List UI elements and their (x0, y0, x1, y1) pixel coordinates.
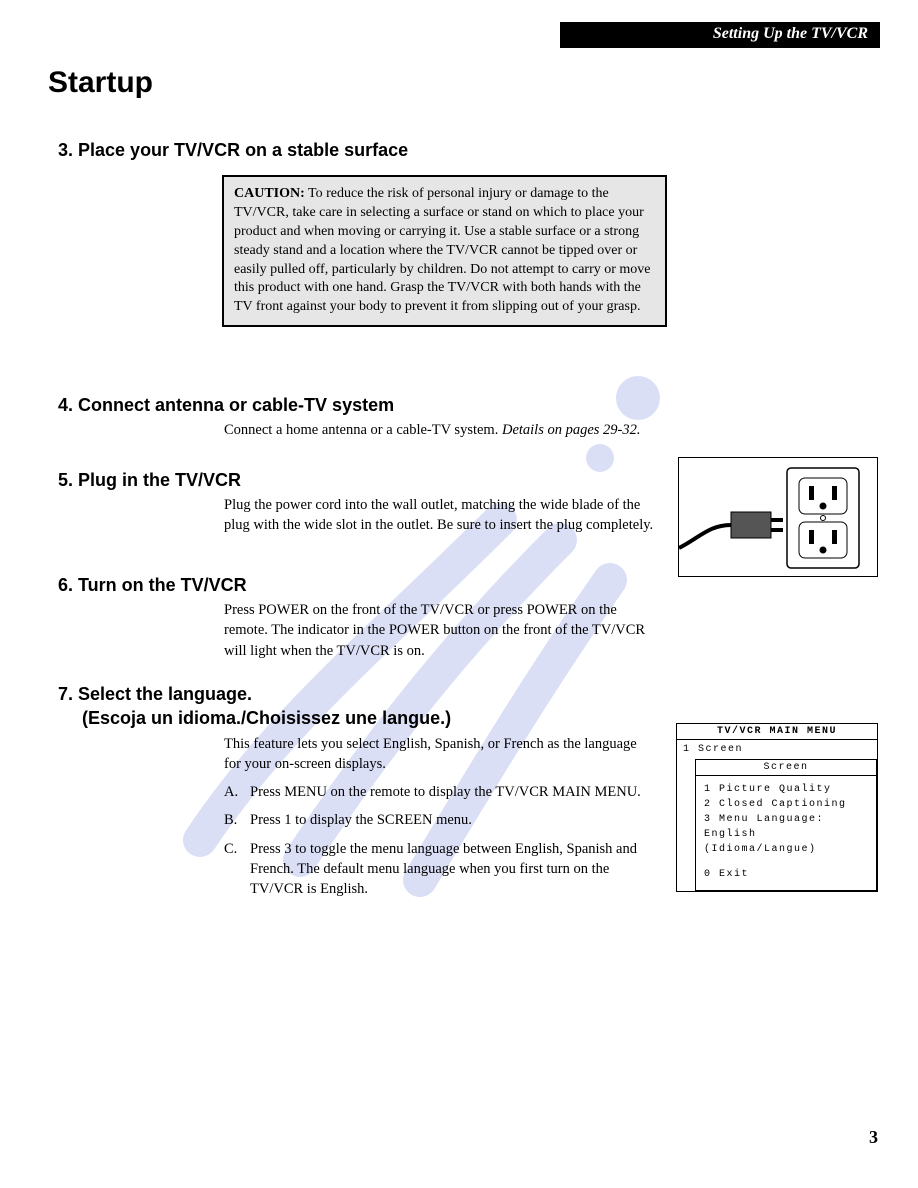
step4-text: Connect a home antenna or a cable-TV sys… (224, 422, 502, 438)
step5-heading: 5. Plug in the TV/VCR (58, 470, 241, 491)
caution-text: To reduce the risk of personal injury or… (234, 186, 651, 314)
header-section-label: Setting Up the TV/VCR (713, 25, 868, 42)
substep-c-label: C. (224, 839, 250, 900)
substep-a-label: A. (224, 782, 250, 802)
substep-a-text: Press MENU on the remote to display the … (250, 782, 641, 802)
step5-text: Plug the power cord into the wall outlet… (224, 495, 654, 536)
osd-line4: (Idioma/Langue) (704, 842, 868, 857)
step7-substeps: A. Press MENU on the remote to display t… (224, 782, 644, 907)
header-section-bar: Setting Up the TV/VCR (560, 22, 880, 48)
osd-main-row1: 1 Screen (677, 740, 877, 759)
osd-main-title: TV/VCR MAIN MENU (677, 724, 877, 740)
osd-line3: 3 Menu Language: English (704, 812, 868, 842)
step7-intro: This feature lets you select English, Sp… (224, 734, 654, 775)
osd-line2: 2 Closed Captioning (704, 797, 868, 812)
osd-submenu: Screen 1 Picture Quality 2 Closed Captio… (695, 759, 877, 891)
substep-c-text: Press 3 to toggle the menu language betw… (250, 839, 644, 900)
page-title: Startup (48, 66, 153, 100)
substep-b-label: B. (224, 810, 250, 830)
osd-menu-diagram: TV/VCR MAIN MENU 1 Screen Screen 1 Pictu… (676, 723, 878, 892)
outlet-illustration (678, 457, 878, 577)
step6-heading: 6. Turn on the TV/VCR (58, 575, 247, 596)
step7-heading-a: 7. Select the language. (58, 684, 252, 705)
substep-b-text: Press 1 to display the SCREEN menu. (250, 810, 472, 830)
caution-box: CAUTION: To reduce the risk of personal … (222, 175, 667, 327)
step7-heading-b: (Escoja un idioma./Choisissez une langue… (82, 708, 451, 729)
osd-exit: 0 Exit (696, 863, 876, 890)
caution-label: CAUTION: (234, 186, 305, 201)
step6-text: Press POWER on the front of the TV/VCR o… (224, 600, 654, 661)
step4-heading: 4. Connect antenna or cable-TV system (58, 395, 394, 416)
osd-line1: 1 Picture Quality (704, 782, 868, 797)
step4-details: Details on pages 29-32. (502, 422, 641, 438)
step3-heading: 3. Place your TV/VCR on a stable surface (58, 140, 408, 161)
page-number: 3 (869, 1127, 878, 1148)
osd-sub-title: Screen (696, 760, 876, 776)
